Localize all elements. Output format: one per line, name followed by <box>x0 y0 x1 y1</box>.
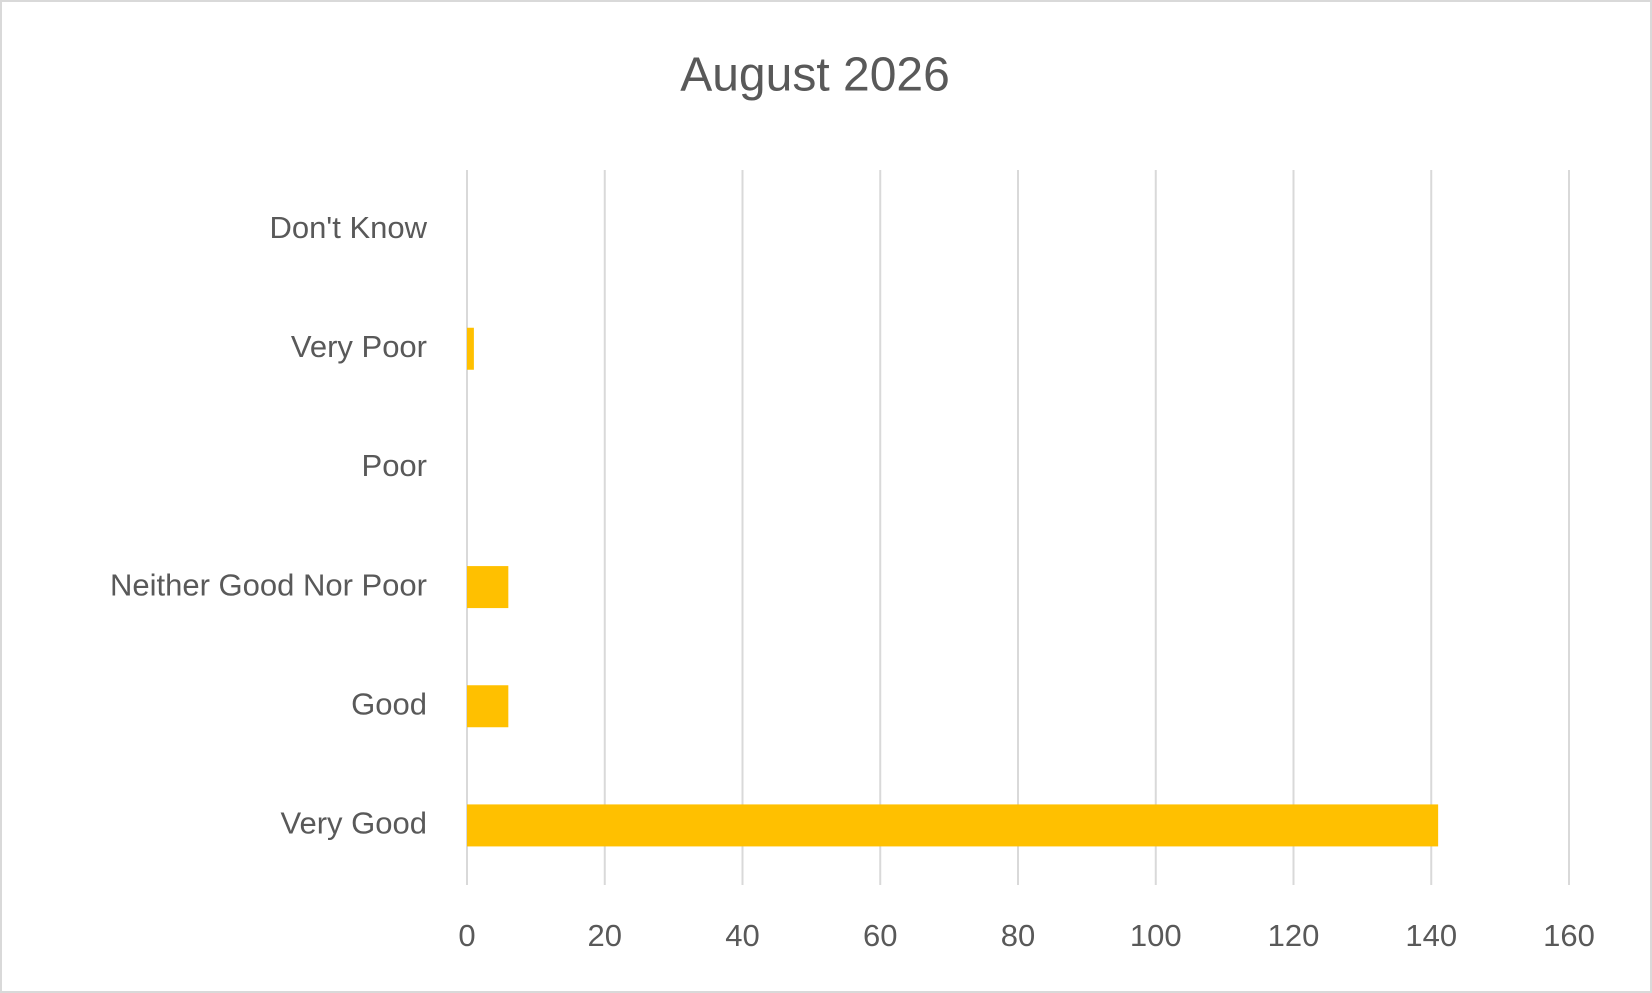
x-tick-label: 80 <box>1001 918 1035 953</box>
y-tick-label: Poor <box>362 448 427 483</box>
x-tick-label: 40 <box>725 918 759 953</box>
x-tick-label: 0 <box>458 918 475 953</box>
x-tick-label: 120 <box>1268 918 1320 953</box>
x-tick-label: 20 <box>588 918 622 953</box>
bar <box>467 685 509 728</box>
chart-title: August 2026 <box>680 49 950 102</box>
bar <box>467 804 1439 847</box>
bar <box>467 327 474 370</box>
y-tick-label: Very Good <box>281 806 427 841</box>
x-tick-label: 60 <box>863 918 897 953</box>
bar <box>467 566 509 609</box>
x-tick-label: 100 <box>1130 918 1182 953</box>
y-tick-label: Good <box>351 686 427 721</box>
x-tick-label: 160 <box>1543 918 1595 953</box>
y-tick-label: Neither Good Nor Poor <box>110 567 427 602</box>
y-tick-label: Don't Know <box>269 210 427 245</box>
x-tick-label: 140 <box>1405 918 1457 953</box>
y-tick-label: Very Poor <box>291 329 427 364</box>
